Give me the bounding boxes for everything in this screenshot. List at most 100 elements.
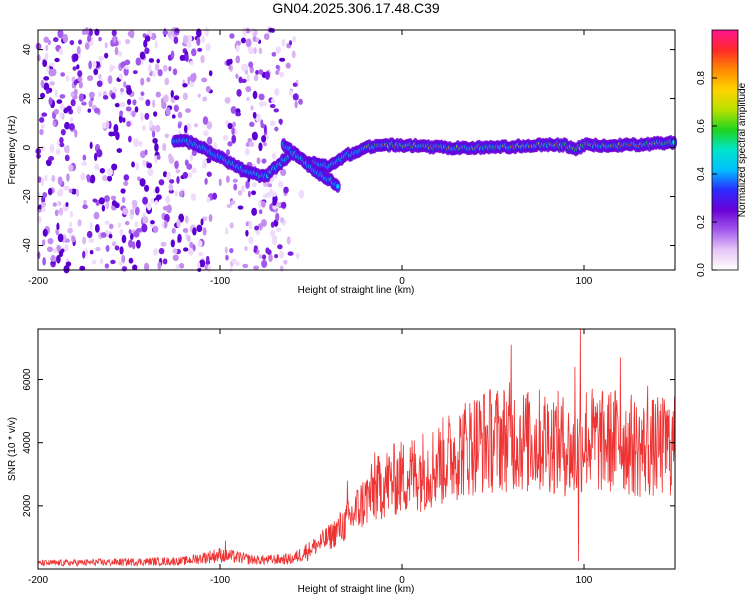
noise-speckle bbox=[247, 190, 251, 198]
noise-speckle bbox=[229, 247, 234, 254]
noise-speckle bbox=[93, 107, 100, 114]
noise-speckle bbox=[269, 188, 273, 194]
noise-speckle bbox=[78, 39, 82, 45]
noise-speckle bbox=[48, 97, 53, 106]
noise-speckle bbox=[292, 93, 299, 101]
noise-speckle bbox=[172, 68, 178, 76]
noise-speckle bbox=[94, 163, 100, 171]
noise-speckle bbox=[75, 188, 80, 197]
noise-speckle bbox=[158, 247, 165, 255]
noise-speckle bbox=[175, 169, 181, 174]
noise-speckle bbox=[87, 34, 92, 43]
noise-speckle bbox=[189, 153, 194, 162]
noise-speckle bbox=[232, 178, 238, 183]
noise-speckle bbox=[263, 142, 267, 147]
noise-speckle bbox=[69, 39, 75, 46]
noise-speckle bbox=[202, 96, 208, 102]
noise-speckle bbox=[197, 47, 203, 52]
noise-speckle bbox=[241, 63, 247, 72]
noise-speckle bbox=[122, 117, 126, 123]
noise-speckle bbox=[111, 131, 116, 137]
noise-speckle bbox=[231, 258, 237, 265]
noise-speckle bbox=[244, 148, 250, 156]
noise-speckle bbox=[275, 212, 280, 222]
noise-speckle bbox=[298, 98, 303, 105]
noise-speckle bbox=[96, 80, 103, 87]
noise-speckle bbox=[204, 27, 209, 37]
noise-speckle bbox=[189, 61, 194, 66]
noise-speckle bbox=[98, 36, 102, 42]
noise-speckle bbox=[141, 125, 146, 131]
noise-speckle bbox=[241, 78, 247, 83]
noise-speckle bbox=[160, 241, 167, 247]
colorbar-tick-label: 0.0 bbox=[696, 263, 707, 277]
noise-speckle bbox=[54, 57, 60, 63]
noise-speckle bbox=[117, 51, 123, 57]
noise-speckle bbox=[96, 148, 103, 158]
noise-speckle bbox=[206, 171, 212, 177]
noise-speckle bbox=[172, 248, 178, 254]
noise-speckle bbox=[135, 57, 142, 66]
noise-speckle bbox=[144, 47, 150, 55]
noise-speckle bbox=[65, 202, 69, 207]
noise-speckle bbox=[253, 248, 257, 253]
noise-speckle bbox=[278, 250, 284, 259]
noise-speckle bbox=[294, 100, 298, 109]
noise-speckle bbox=[248, 141, 255, 147]
noise-speckle bbox=[165, 107, 171, 116]
noise-speckle bbox=[235, 112, 242, 117]
noise-speckle bbox=[76, 64, 80, 70]
noise-speckle bbox=[261, 200, 266, 208]
noise-speckle bbox=[121, 196, 126, 204]
noise-speckle bbox=[252, 111, 257, 119]
noise-speckle bbox=[190, 193, 197, 201]
noise-speckle bbox=[170, 90, 174, 98]
noise-speckle bbox=[179, 54, 186, 62]
noise-speckle bbox=[52, 37, 59, 43]
noise-speckle bbox=[292, 82, 298, 87]
spectrogram-y-label: Frequency (Hz) bbox=[7, 116, 18, 185]
noise-speckle bbox=[174, 190, 179, 197]
noise-speckle bbox=[124, 38, 131, 45]
noise-speckle bbox=[202, 227, 207, 236]
noise-speckle bbox=[253, 47, 257, 55]
noise-speckle bbox=[47, 237, 54, 245]
noise-speckle bbox=[104, 52, 109, 59]
noise-speckle bbox=[274, 253, 279, 259]
noise-speckle bbox=[226, 204, 232, 209]
noise-speckle bbox=[86, 174, 91, 181]
noise-speckle bbox=[285, 62, 291, 69]
noise-speckle bbox=[255, 37, 260, 43]
noise-speckle bbox=[126, 98, 132, 106]
noise-speckle bbox=[126, 120, 131, 127]
spectrogram-y-tick-label: -20 bbox=[22, 189, 33, 204]
noise-speckle bbox=[130, 233, 134, 241]
noise-speckle bbox=[146, 162, 153, 169]
noise-speckle bbox=[92, 60, 97, 69]
noise-speckle bbox=[271, 152, 277, 160]
noise-speckle bbox=[168, 183, 174, 191]
noise-speckle bbox=[77, 219, 82, 227]
noise-speckle bbox=[154, 143, 159, 152]
noise-speckle bbox=[80, 172, 86, 181]
snr-x-tick-label: -100 bbox=[210, 575, 230, 586]
noise-speckle bbox=[36, 153, 41, 159]
noise-speckle bbox=[144, 35, 151, 42]
noise-speckle bbox=[118, 261, 124, 266]
noise-speckle bbox=[59, 94, 66, 99]
noise-speckle bbox=[138, 140, 143, 147]
snr-y-ticks: 2000 4000 6000 bbox=[22, 368, 675, 517]
noise-speckle bbox=[142, 33, 147, 38]
noise-speckle bbox=[82, 204, 88, 210]
noise-speckle bbox=[119, 228, 124, 237]
noise-speckle bbox=[248, 61, 254, 68]
noise-speckle bbox=[41, 239, 46, 246]
spectrogram-y-tick-label: 40 bbox=[22, 44, 33, 56]
colorbar-label: Normalized spectral amplitude bbox=[737, 82, 748, 217]
noise-speckle bbox=[124, 65, 129, 70]
noise-speckle bbox=[36, 54, 41, 62]
noise-speckle bbox=[146, 77, 151, 83]
noise-speckle bbox=[207, 264, 211, 273]
noise-speckle bbox=[213, 142, 218, 150]
noise-speckle bbox=[78, 81, 83, 89]
